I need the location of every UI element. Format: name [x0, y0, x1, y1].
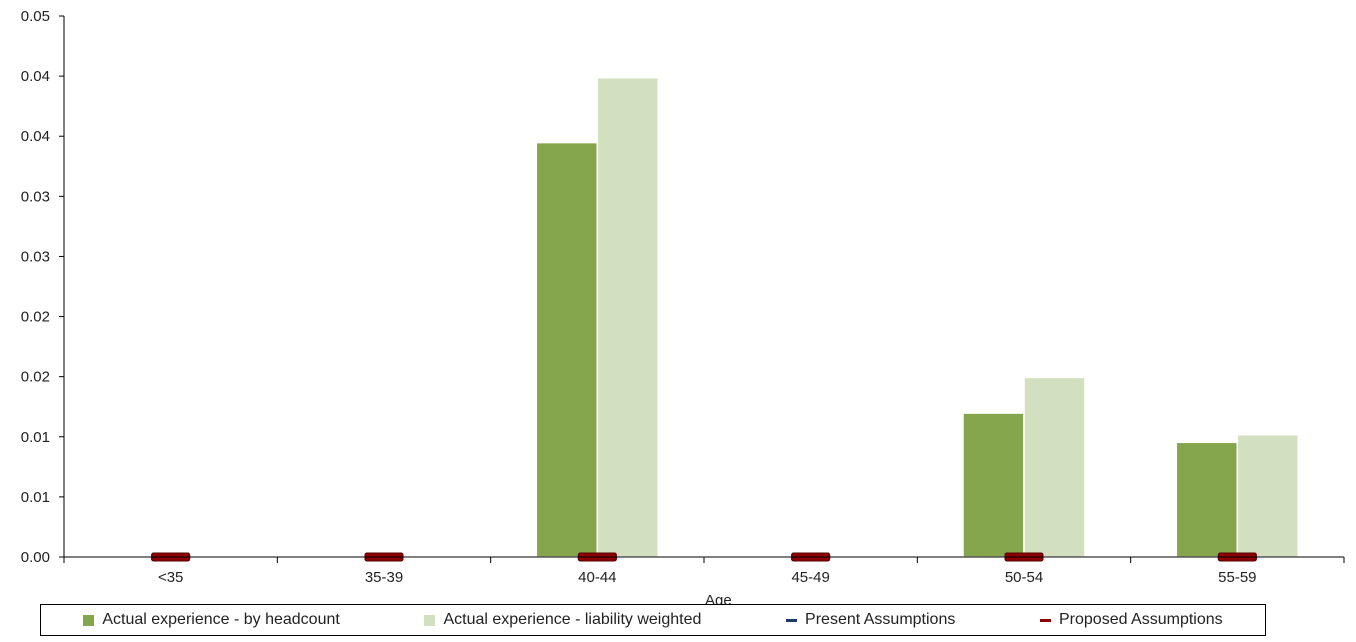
bar-liability-5 [1236, 433, 1300, 558]
bar-headcount-4 [962, 412, 1025, 558]
x-tick-label-2: 40-44 [578, 569, 616, 586]
legend-item-headcount: Actual experience - by headcount [83, 611, 340, 629]
legend-swatch-present [786, 618, 798, 622]
chart-legend: Actual experience - by headcount Actual … [40, 604, 1266, 636]
legend-label-headcount: Actual experience - by headcount [102, 611, 340, 628]
y-tick-label-4: 0.02 [21, 309, 50, 326]
y-tick-label-6: 0.03 [21, 188, 50, 205]
y-tick-label-8: 0.04 [21, 68, 50, 85]
x-tick-label-1: 35-39 [365, 569, 403, 586]
y-tick-label-5: 0.03 [21, 248, 50, 265]
bars-layer [535, 76, 1300, 558]
bar-liability-4 [1023, 376, 1086, 558]
y-tick-label-2: 0.01 [21, 429, 50, 446]
y-tick-label-3: 0.02 [21, 369, 50, 386]
legend-swatch-liability [424, 614, 436, 626]
y-tick-label-1: 0.01 [21, 489, 50, 506]
legend-label-liability: Actual experience - liability weighted [443, 611, 702, 628]
legend-swatch-headcount [83, 614, 95, 626]
y-tick-label-0: 0.00 [21, 549, 50, 566]
tick-labels-layer: 0.00 0.01 0.01 0.02 0.02 0.03 0.03 0.04 0.04 0.05… [21, 8, 1257, 586]
x-tick-label-3: 45-49 [791, 569, 829, 586]
legend-item-liability: Actual experience - liability weighted [424, 611, 701, 629]
bar-liability-2 [596, 76, 660, 558]
x-tick-label-4: 50-54 [1005, 569, 1043, 586]
bar-headcount-5 [1175, 441, 1239, 558]
axes-layer [59, 15, 1345, 563]
bar-headcount-2 [535, 141, 599, 558]
legend-item-proposed: Proposed Assumptions [1040, 611, 1223, 629]
x-tick-label-5: 55-59 [1218, 569, 1256, 586]
y-tick-label-7: 0.04 [21, 128, 50, 145]
legend-item-present: Present Assumptions [786, 611, 955, 629]
x-tick-label-0: <35 [158, 569, 183, 586]
legend-swatch-proposed [1040, 618, 1051, 622]
legend-label-present: Present Assumptions [805, 611, 956, 628]
y-tick-label-9: 0.05 [21, 8, 50, 25]
legend-label-proposed: Proposed Assumptions [1059, 611, 1223, 628]
